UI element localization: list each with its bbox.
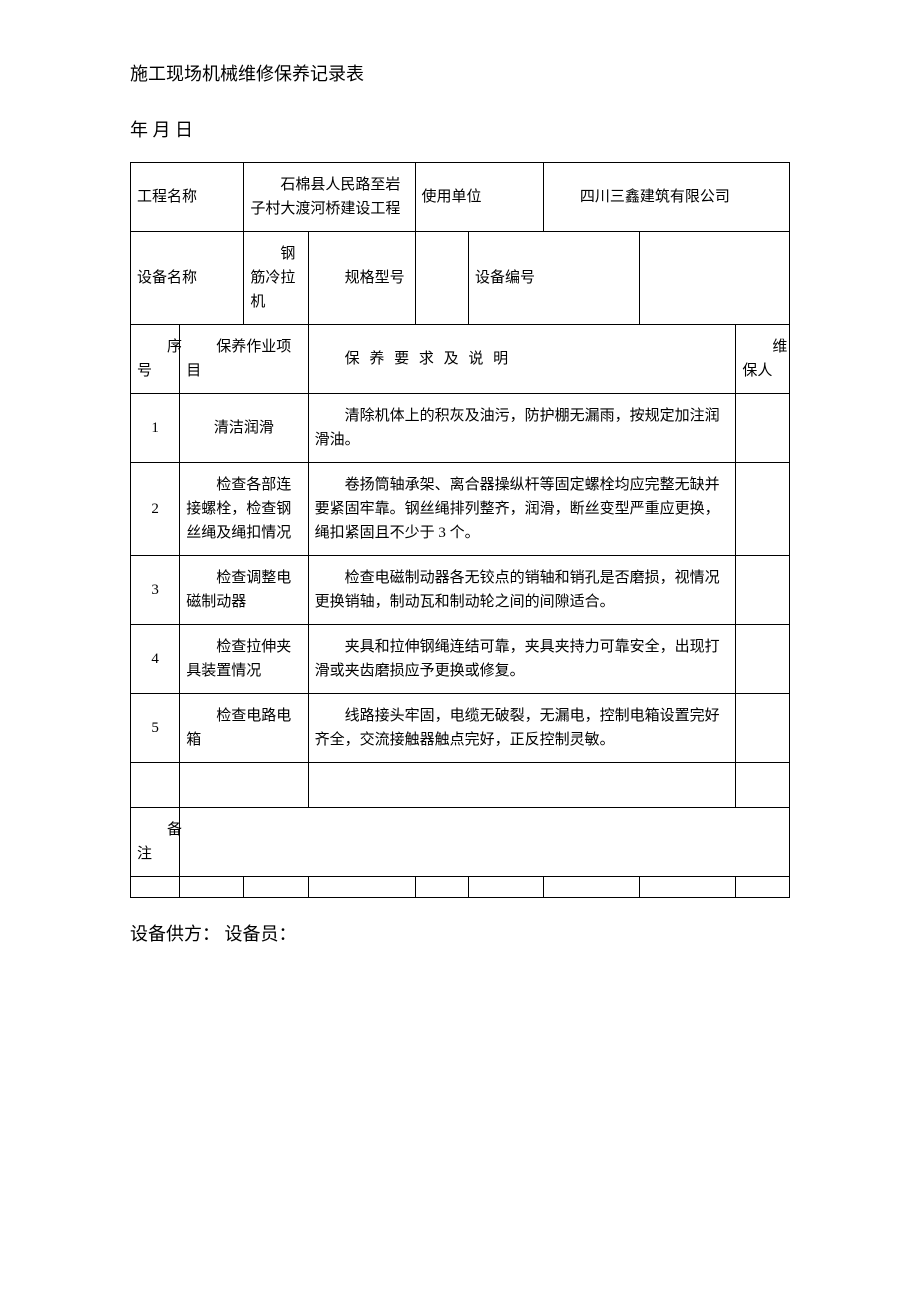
- empty-cell: [180, 763, 308, 808]
- empty-cell: [308, 877, 415, 898]
- header-row-1: 工程名称 石棉县人民路至岩子村大渡河桥建设工程 使用单位 四川三鑫建筑有限公司: [131, 163, 790, 232]
- empty-cell: [180, 877, 244, 898]
- empty-cell: [244, 877, 308, 898]
- empty-cell: [736, 877, 790, 898]
- seq-cell: 1: [131, 394, 180, 463]
- header-row-2: 设备名称 钢筋冷拉机 规格型号 设备编号: [131, 232, 790, 325]
- item-cell: 检查调整电磁制动器: [180, 556, 308, 625]
- col-header-desc: 保 养 要 求 及 说 明: [308, 325, 736, 394]
- equipment-name-label: 设备名称: [131, 232, 244, 325]
- remark-label: 备注: [131, 808, 180, 877]
- column-header-row: 序号 保养作业项目 保 养 要 求 及 说 明 维保人: [131, 325, 790, 394]
- empty-cell: [736, 763, 790, 808]
- footer-line: 设备供方： 设备员：: [130, 920, 790, 946]
- equipment-no-value: [640, 232, 790, 325]
- desc-cell: 卷扬筒轴承架、离合器操纵杆等固定螺栓均应完整无缺并要紧固牢靠。钢丝绳排列整齐，润…: [308, 463, 736, 556]
- person-cell: [736, 625, 790, 694]
- item-cell: 检查电路电箱: [180, 694, 308, 763]
- spec-label: 规格型号: [308, 232, 415, 325]
- empty-cell: [415, 877, 468, 898]
- user-unit-value: 四川三鑫建筑有限公司: [543, 163, 789, 232]
- empty-row: [131, 763, 790, 808]
- table-row: 4 检查拉伸夹具装置情况 夹具和拉伸钢绳连结可靠，夹具夹持力可靠安全，出现打滑或…: [131, 625, 790, 694]
- empty-cell: [131, 877, 180, 898]
- table-row: 1 清洁润滑 清除机体上的积灰及油污，防护棚无漏雨，按规定加注润滑油。: [131, 394, 790, 463]
- equipment-no-label: 设备编号: [469, 232, 640, 325]
- desc-cell: 清除机体上的积灰及油污，防护棚无漏雨，按规定加注润滑油。: [308, 394, 736, 463]
- item-cell: 检查拉伸夹具装置情况: [180, 625, 308, 694]
- person-cell: [736, 394, 790, 463]
- project-name-label: 工程名称: [131, 163, 244, 232]
- seq-cell: 3: [131, 556, 180, 625]
- table-row: 5 检查电路电箱 线路接头牢固，电缆无破裂，无漏电，控制电箱设置完好齐全，交流接…: [131, 694, 790, 763]
- empty-cell: [543, 877, 639, 898]
- desc-cell: 检查电磁制动器各无铰点的销轴和销孔是否磨损，视情况更换销轴，制动瓦和制动轮之间的…: [308, 556, 736, 625]
- person-cell: [736, 694, 790, 763]
- equipment-name-value: 钢筋冷拉机: [244, 232, 308, 325]
- col-header-item: 保养作业项目: [180, 325, 308, 394]
- spec-value: [415, 232, 468, 325]
- person-cell: [736, 556, 790, 625]
- desc-cell: 线路接头牢固，电缆无破裂，无漏电，控制电箱设置完好齐全，交流接触器触点完好，正反…: [308, 694, 736, 763]
- person-cell: [736, 463, 790, 556]
- table-row: 3 检查调整电磁制动器 检查电磁制动器各无铰点的销轴和销孔是否磨损，视情况更换销…: [131, 556, 790, 625]
- item-cell: 检查各部连接螺栓，检查钢丝绳及绳扣情况: [180, 463, 308, 556]
- user-unit-label: 使用单位: [415, 163, 543, 232]
- empty-cell: [131, 763, 180, 808]
- col-header-seq: 序号: [131, 325, 180, 394]
- seq-cell: 4: [131, 625, 180, 694]
- desc-cell: 夹具和拉伸钢绳连结可靠，夹具夹持力可靠安全，出现打滑或夹齿磨损应予更换或修复。: [308, 625, 736, 694]
- project-name-value: 石棉县人民路至岩子村大渡河桥建设工程: [244, 163, 415, 232]
- maintenance-table: 工程名称 石棉县人民路至岩子村大渡河桥建设工程 使用单位 四川三鑫建筑有限公司 …: [130, 162, 790, 898]
- seq-cell: 5: [131, 694, 180, 763]
- bottom-empty-row: [131, 877, 790, 898]
- table-row: 2 检查各部连接螺栓，检查钢丝绳及绳扣情况 卷扬筒轴承架、离合器操纵杆等固定螺栓…: [131, 463, 790, 556]
- seq-cell: 2: [131, 463, 180, 556]
- empty-cell: [469, 877, 544, 898]
- page-title: 施工现场机械维修保养记录表: [130, 60, 790, 86]
- col-header-person: 维保人: [736, 325, 790, 394]
- empty-cell: [308, 763, 736, 808]
- remark-row: 备注: [131, 808, 790, 877]
- remark-value: [180, 808, 790, 877]
- item-cell: 清洁润滑: [180, 394, 308, 463]
- empty-cell: [640, 877, 736, 898]
- date-line: 年 月 日: [130, 116, 790, 142]
